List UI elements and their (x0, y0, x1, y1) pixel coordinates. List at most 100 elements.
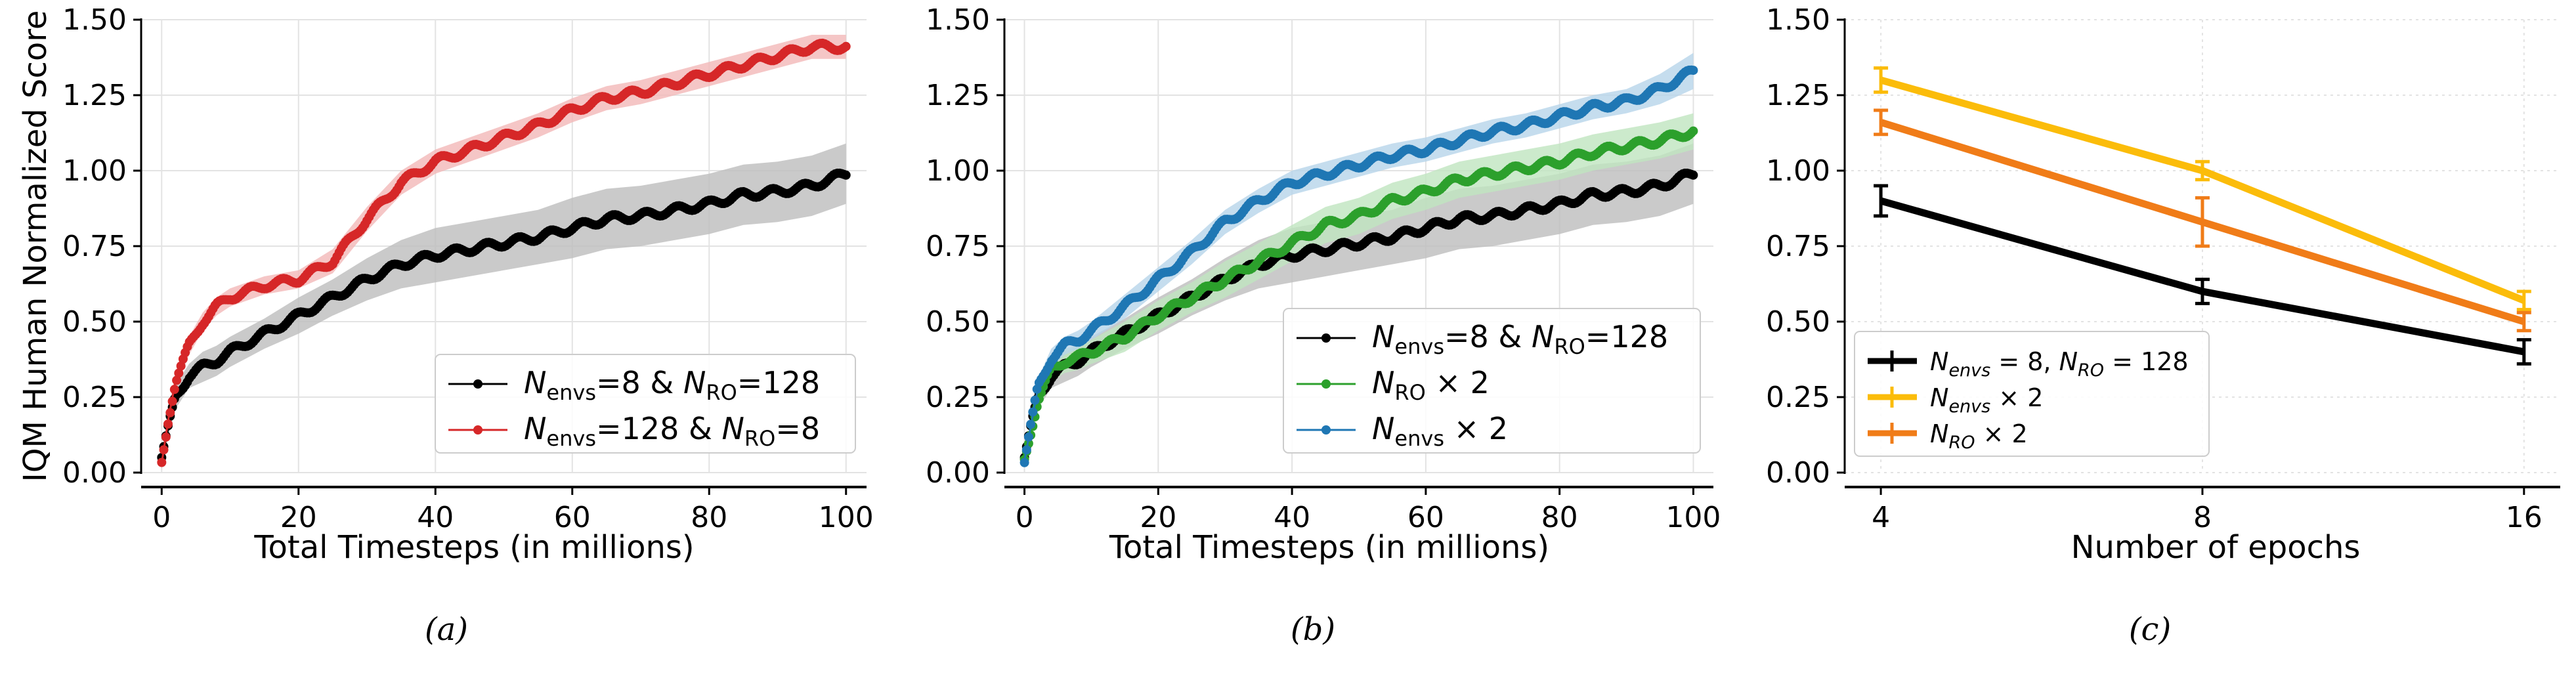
panel-caption: (a) (425, 611, 468, 648)
x-tick-label: 0 (1016, 501, 1034, 534)
legend-marker (473, 425, 483, 435)
x-tick-label: 40 (1274, 501, 1310, 534)
x-axis-title: Total Timesteps (in millions) (1109, 529, 1549, 566)
panel-b-axes (997, 18, 1713, 495)
data-point-red (176, 361, 186, 371)
data-point-black (1688, 170, 1698, 180)
y-tick-label: 1.00 (62, 154, 127, 188)
legend-entry: NRO × 2 (1868, 419, 2028, 453)
legend-marker (1321, 425, 1331, 435)
data-point-red (163, 419, 173, 429)
y-tick-label: 0.75 (62, 230, 127, 263)
y-tick-label: 0.50 (1766, 305, 1830, 339)
x-tick-label: 60 (1407, 501, 1444, 534)
panel-caption: (c) (2129, 611, 2171, 648)
legend-entry: Nenvs=128 & NRO=8 (448, 411, 820, 451)
data-point-red (841, 41, 851, 51)
legend-label: Nenvs=8 & NRO=128 (1372, 319, 1668, 359)
confidence-band-black (161, 143, 846, 464)
y-axis-title: IQM Human Normalized Score (17, 11, 54, 482)
y-tick-label: 1.00 (1766, 154, 1830, 188)
data-point-red (172, 375, 182, 385)
data-point-red (157, 457, 167, 467)
error-bar-yellow (2516, 289, 2531, 312)
y-tick-label: 1.50 (1766, 3, 1830, 37)
data-point-blue (1688, 66, 1698, 75)
panel-a-legend: Nenvs=8 & NRO=128 Nenvs=128 & NRO=8 (435, 354, 856, 454)
error-bar-orange (1874, 108, 1889, 137)
legend-label: Nenvs=128 & NRO=8 (524, 411, 820, 451)
data-point-red (169, 385, 179, 394)
panel-b: 0.00 0.25 0.50 0.75 1.00 1.25 1.50 0 20 … (926, 3, 1721, 648)
legend-entry: Nenvs=8 & NRO=128 (448, 365, 820, 405)
legend-marker (473, 379, 483, 389)
data-point-black (841, 170, 851, 180)
data-point-blue (1026, 419, 1036, 429)
y-tick-label: 1.00 (926, 154, 990, 188)
panel-a-lines (157, 38, 851, 467)
legend-entry: Nenvs = 8, NRO = 128 (1868, 347, 2189, 381)
panel-b-legend: Nenvs=8 & NRO=128 NRO × 2 Nenvs × 2 (1283, 308, 1701, 454)
legend-marker (1321, 333, 1331, 343)
error-bar-black (1874, 184, 1889, 218)
legend-frame (1854, 331, 2210, 457)
y-tick-label: 0.25 (62, 381, 127, 414)
x-tick-label: 80 (1541, 501, 1578, 534)
y-tick-label: 0.75 (926, 230, 990, 263)
y-tick-label: 1.25 (1766, 79, 1830, 112)
confidence-band-black (1024, 143, 1694, 464)
error-bar-yellow (2195, 159, 2210, 182)
panel-a-y-ticks: 0.00 0.25 0.50 0.75 1.00 1.25 1.50 (62, 3, 127, 490)
legend-entry: Nenvs=8 & NRO=128 (1297, 319, 1668, 359)
legend-marker (1321, 379, 1331, 389)
error-bar-orange (2516, 310, 2531, 333)
error-bar-yellow (1874, 66, 1889, 94)
panel-b-lines (1020, 65, 1698, 467)
data-point-red (165, 408, 175, 417)
y-tick-label: 0.50 (62, 305, 127, 339)
panel-c-lines (1874, 66, 2531, 366)
data-point-red (174, 368, 184, 378)
panel-c-axes (1837, 18, 2560, 495)
data-point-red (167, 396, 177, 406)
legend-entry: Nenvs × 2 (1868, 383, 2043, 417)
y-tick-label: 1.25 (926, 79, 990, 112)
x-tick-label: 20 (280, 501, 317, 534)
legend-label: NRO × 2 (1372, 365, 1490, 405)
legend-frame (1283, 308, 1701, 454)
legend-entry: NRO × 2 (1297, 365, 1490, 405)
x-tick-label: 40 (417, 501, 454, 534)
legend-frame (435, 354, 856, 454)
data-point-blue (1023, 432, 1033, 442)
panel-b-x-ticks: 0 20 40 60 80 100 (1016, 501, 1721, 534)
panel-a-axes (133, 18, 867, 495)
legend-label: Nenvs = 8, NRO = 128 (1930, 347, 2189, 381)
y-tick-label: 1.50 (926, 3, 990, 37)
y-tick-label: 0.75 (1766, 230, 1830, 263)
x-axis-title: Number of epochs (2071, 529, 2361, 566)
panel-c-legend: Nenvs = 8, NRO = 128 Nenvs × 2 NRO × 2 (1854, 331, 2210, 457)
panel-c: 0.00 0.25 0.50 0.75 1.00 1.25 1.50 4 8 1… (1766, 3, 2560, 648)
panel-c-y-ticks: 0.00 0.25 0.50 0.75 1.00 1.25 1.50 (1766, 3, 1830, 490)
panel-b-y-ticks: 0.00 0.25 0.50 0.75 1.00 1.25 1.50 (926, 3, 990, 490)
data-point-green (1688, 126, 1698, 136)
y-tick-label: 0.25 (1766, 381, 1830, 414)
x-tick-label: 20 (1140, 501, 1176, 534)
panel-c-x-ticks: 4 8 16 (1872, 501, 2543, 534)
y-tick-label: 1.25 (62, 79, 127, 112)
legend-label: Nenvs=8 & NRO=128 (524, 365, 820, 405)
data-point-blue (1030, 395, 1040, 405)
x-axis-title: Total Timesteps (in millions) (253, 529, 694, 566)
data-point-blue (1020, 457, 1029, 467)
legend-label: Nenvs × 2 (1372, 411, 1508, 451)
legend-label: Nenvs × 2 (1930, 383, 2043, 417)
panel-caption: (b) (1291, 611, 1335, 648)
error-bar-black (2195, 278, 2210, 305)
x-tick-label: 60 (554, 501, 591, 534)
x-tick-label: 16 (2506, 501, 2543, 534)
x-tick-label: 0 (152, 501, 171, 534)
x-tick-label: 4 (1872, 501, 1890, 534)
y-tick-label: 0.50 (926, 305, 990, 339)
legend-label: NRO × 2 (1930, 419, 2028, 453)
y-tick-label: 0.00 (62, 456, 127, 490)
